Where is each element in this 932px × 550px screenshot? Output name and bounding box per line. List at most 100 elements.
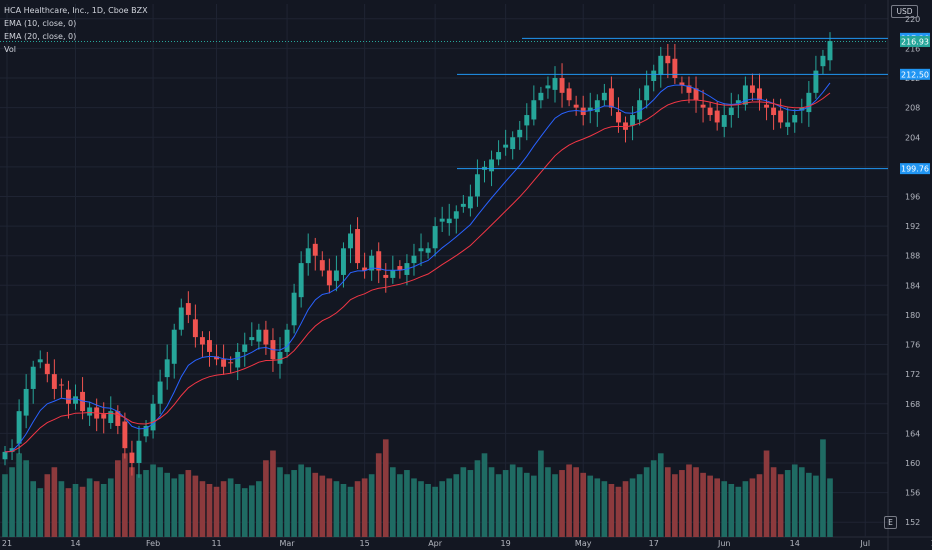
candle-body — [178, 307, 184, 330]
x-tick-label: 11 — [211, 539, 221, 548]
candle-body — [700, 104, 706, 108]
volume-bar — [770, 467, 777, 537]
volume-bar — [361, 478, 368, 537]
ema10-legend[interactable]: EMA (10, close, 0) — [4, 19, 77, 28]
x-tick-label: Feb — [146, 539, 160, 548]
candle-body — [623, 122, 628, 130]
chart-legend: HCA Healthcare, Inc., 1D, Cboe BZX EMA (… — [4, 4, 148, 56]
candle-body — [418, 248, 424, 252]
candle-body — [355, 229, 361, 264]
candle-body — [446, 218, 452, 224]
ema20-line — [4, 92, 831, 453]
candle-body — [503, 144, 509, 148]
candle-body — [693, 88, 699, 101]
candle-body — [44, 363, 50, 375]
y-tick-label: 208 — [905, 104, 920, 113]
currency-label[interactable]: USD — [891, 5, 918, 18]
y-tick-label: 160 — [905, 459, 920, 468]
volume-bar — [206, 483, 213, 537]
volume-bar — [171, 478, 178, 537]
candle-body — [552, 78, 558, 90]
x-tick-label: 21 — [2, 539, 12, 548]
volume-bar — [164, 472, 170, 537]
candle-body — [587, 107, 593, 111]
price-label-box — [900, 163, 930, 175]
volume-bar — [432, 486, 438, 537]
candle-body — [651, 70, 657, 81]
volume-bar — [735, 486, 742, 537]
ema20-legend[interactable]: EMA (20, close, 0) — [4, 32, 77, 41]
volume-bar — [9, 467, 15, 537]
y-tick-label: 184 — [905, 281, 920, 290]
symbol-title[interactable]: HCA Healthcare, Inc., 1D, Cboe BZX — [4, 6, 148, 15]
volume-bar — [100, 483, 107, 537]
candle-body — [432, 226, 438, 249]
volume-bar — [756, 474, 763, 537]
candle-body — [425, 248, 431, 253]
candle-body — [707, 107, 713, 116]
x-tick-label: Mar — [280, 539, 296, 548]
volume-bar — [523, 472, 530, 537]
candle-body — [827, 41, 833, 61]
volume-bar — [425, 483, 431, 537]
candle-body — [376, 251, 382, 271]
candle-body — [566, 88, 572, 101]
candle-body — [594, 100, 600, 113]
volume-legend[interactable]: Vol — [4, 45, 16, 54]
price-label-text: 199.76 — [901, 165, 929, 174]
y-tick-label: 152 — [905, 518, 920, 527]
volume-bar — [721, 481, 728, 537]
candle-body — [101, 414, 107, 419]
volume-bar — [248, 485, 255, 537]
y-tick-label: 156 — [905, 489, 920, 498]
candle-body — [467, 196, 473, 209]
candle-body — [644, 85, 650, 101]
volume-bar — [23, 460, 29, 537]
volume-bar — [277, 467, 283, 537]
volume-bar — [326, 478, 333, 537]
candle-body — [51, 374, 57, 389]
candle-body — [658, 55, 664, 76]
candle-body — [813, 70, 819, 93]
candle-body — [164, 359, 170, 378]
x-tick-label: Jul — [859, 539, 870, 548]
volume-bar — [742, 481, 749, 537]
candle-body — [122, 421, 128, 449]
volume-bar — [827, 478, 833, 537]
volume-bar — [368, 474, 375, 537]
x-tick-label: May — [575, 539, 592, 548]
candle-body — [749, 85, 755, 93]
volume-bar — [129, 467, 135, 537]
volume-bar — [559, 470, 565, 537]
candle-body — [150, 403, 156, 431]
volume-bar — [643, 467, 650, 537]
price-label-box — [900, 36, 930, 48]
candle-body — [792, 115, 798, 123]
volume-bar — [382, 439, 389, 537]
candle-body — [637, 100, 643, 120]
events-button[interactable]: E — [884, 516, 897, 529]
candle-body — [806, 92, 812, 113]
volume-bar — [707, 475, 713, 537]
volume-bar — [453, 474, 460, 537]
candle-body — [16, 411, 22, 444]
candle-body — [249, 337, 255, 341]
volume-bar — [319, 475, 326, 537]
volume-bar — [693, 467, 699, 537]
volume-bar — [679, 470, 685, 537]
volume-bar — [566, 464, 572, 537]
x-tick-label: 14 — [70, 539, 80, 548]
candle-body — [714, 110, 720, 123]
volume-bar — [784, 470, 791, 537]
candle-body — [785, 122, 791, 127]
ema10-line — [4, 82, 831, 453]
volume-bar — [657, 453, 664, 537]
price-label-text: 216.93 — [901, 38, 929, 47]
y-tick-label: 192 — [905, 222, 920, 231]
volume-bar — [714, 478, 720, 537]
volume-bar — [665, 467, 671, 537]
y-tick-label: 216 — [905, 44, 920, 53]
volume-bar — [749, 478, 756, 537]
candle-body — [369, 255, 375, 271]
